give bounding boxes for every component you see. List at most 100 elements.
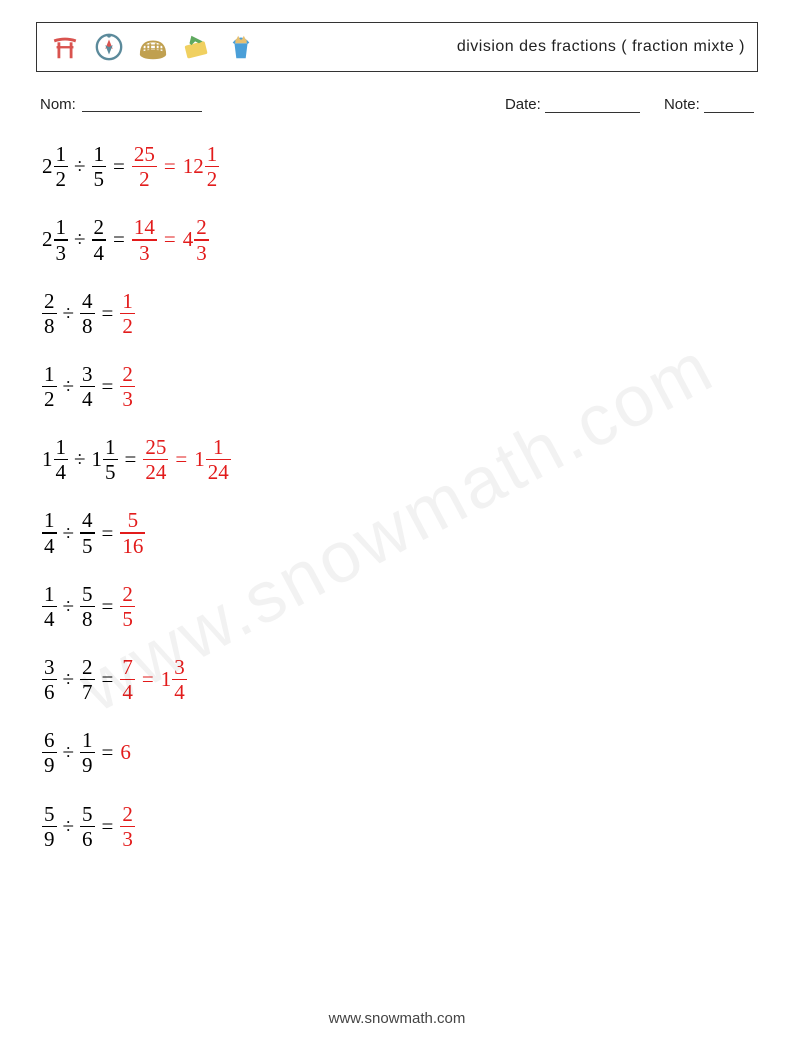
denominator: 4 [80,388,95,410]
fraction: 56 [80,803,95,850]
denominator: 9 [80,754,95,776]
problem-row: 28÷48=12 [42,290,758,337]
denominator: 3 [137,242,152,264]
numerator: 1 [54,436,69,458]
equals-sign: = [102,816,114,837]
date-label: Date: [505,96,541,113]
denominator: 4 [42,535,57,557]
denominator: 4 [172,681,187,703]
problem-row: 12÷34=23 [42,363,758,410]
fraction: 48 [80,290,95,337]
fraction: 12 [54,143,69,190]
equals-sign: = [125,449,137,470]
fraction: 12 [42,363,57,410]
denominator: 4 [92,242,107,264]
name-blank[interactable] [82,96,202,112]
numerator: 1 [205,143,220,165]
header-icons [49,31,257,63]
numerator: 2 [42,290,57,312]
fraction: 28 [42,290,57,337]
numerator: 7 [120,656,135,678]
problem-row: 14÷45=516 [42,509,758,556]
equals-sign: = [102,596,114,617]
answer: 25 [120,583,135,630]
equals-sign: = [102,303,114,324]
fraction: 74 [120,656,135,703]
name-label: Nom: [40,96,76,113]
whole-number: 4 [183,229,194,250]
denominator: 5 [103,461,118,483]
numerator: 5 [126,509,141,531]
denominator: 4 [120,681,135,703]
fraction: 23 [194,216,209,263]
denominator: 2 [42,388,57,410]
fraction: 14 [42,583,57,630]
whole-number: 1 [42,449,53,470]
equals-sign: = [164,229,176,250]
equals-sign: = [102,669,114,690]
fraction: 124 [206,436,231,483]
whole-number: 1 [161,669,172,690]
equals-sign: = [102,742,114,763]
denominator: 6 [80,828,95,850]
fraction: 15 [103,436,118,483]
page-title: division des fractions ( fraction mixte … [457,38,745,56]
note-blank[interactable] [704,97,754,113]
denominator: 4 [42,608,57,630]
answer: 516 [120,509,145,556]
equals-sign: = [113,156,125,177]
operator: ÷ [74,229,86,250]
numerator: 3 [42,656,57,678]
fraction: 69 [42,729,57,776]
answer: 143=423 [132,216,209,263]
denominator: 5 [80,535,95,557]
denominator: 8 [42,315,57,337]
numerator: 25 [143,436,168,458]
torii-gate-icon [49,31,81,63]
fraction: 34 [80,363,95,410]
numerator: 1 [103,436,118,458]
denominator: 9 [42,828,57,850]
denominator: 9 [42,754,57,776]
meta-row: Nom: Date: Note: [36,96,758,113]
numerator: 1 [120,290,135,312]
numerator: 2 [80,656,95,678]
fraction: 12 [120,290,135,337]
answer: 23 [120,803,135,850]
sandcastle-bucket-icon [225,31,257,63]
date-blank[interactable] [545,97,640,113]
equals-sign: = [102,376,114,397]
operator: ÷ [63,596,75,617]
numerator: 3 [172,656,187,678]
denominator: 24 [143,461,168,483]
fraction: 516 [120,509,145,556]
fraction: 12 [205,143,220,190]
operator: ÷ [63,523,75,544]
plane-ticket-icon [181,31,213,63]
whole-number: 1 [194,449,205,470]
problems-list: 212÷15=252=1212213÷24=143=42328÷48=1212÷… [36,143,758,850]
numerator: 2 [92,216,107,238]
denominator: 3 [54,242,69,264]
operator: ÷ [74,449,86,470]
numerator: 2 [194,216,209,238]
operator: ÷ [63,303,75,324]
numerator: 1 [211,436,226,458]
numerator: 5 [42,803,57,825]
problem-row: 36÷27=74=134 [42,656,758,703]
fraction: 34 [172,656,187,703]
header-box: division des fractions ( fraction mixte … [36,22,758,72]
denominator: 3 [120,388,135,410]
numerator: 4 [80,290,95,312]
fraction: 14 [42,509,57,556]
denominator: 8 [80,315,95,337]
numerator: 1 [42,363,57,385]
fraction: 45 [80,509,95,556]
fraction: 14 [54,436,69,483]
fraction: 19 [80,729,95,776]
numerator: 1 [80,729,95,751]
denominator: 7 [80,681,95,703]
denominator: 8 [80,608,95,630]
denominator: 16 [120,535,145,557]
problem-row: 69÷19=6 [42,729,758,776]
